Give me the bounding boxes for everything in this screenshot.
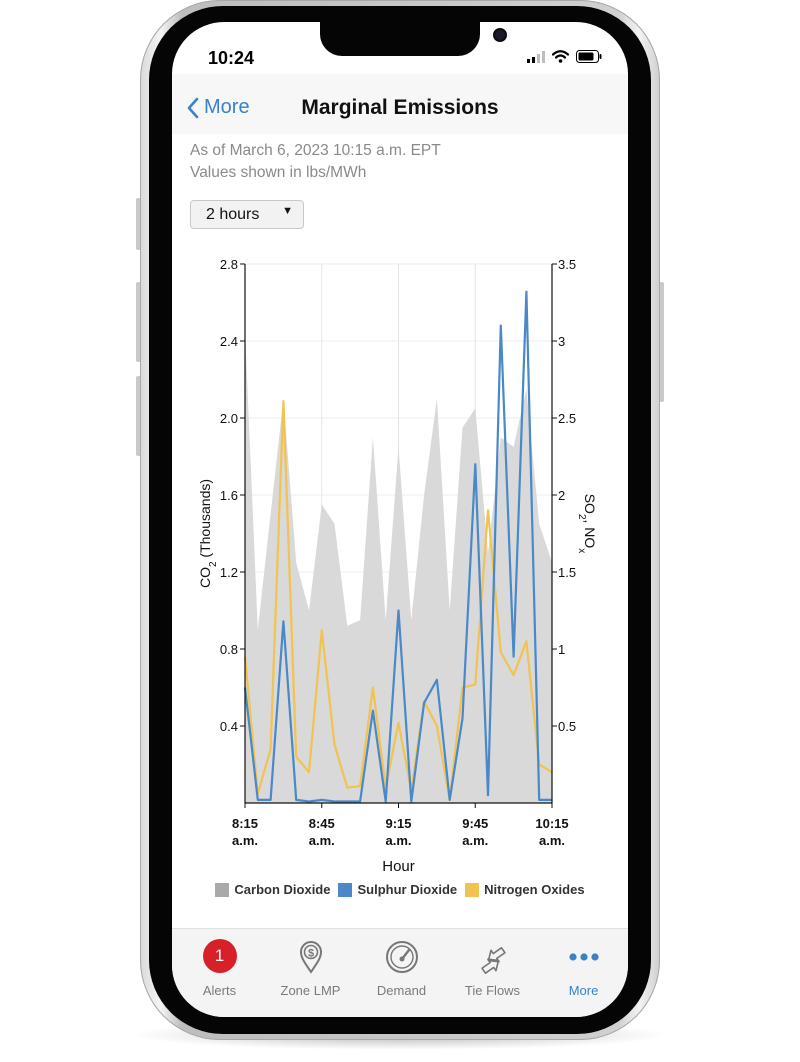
page-title: Marginal Emissions — [301, 96, 499, 119]
tab-label-zone-lmp: Zone LMP — [280, 983, 341, 998]
chart-legend: Carbon Dioxide Sulphur Dioxide Nitrogen … — [172, 882, 628, 897]
y-tick-label: 1.6 — [220, 488, 238, 503]
y2-tick-label: 2 — [558, 488, 565, 503]
units-text: Values shown in lbs/MWh — [190, 164, 367, 181]
as-of-text: As of March 6, 2023 10:15 a.m. EPT — [190, 142, 441, 159]
tab-tie-flows[interactable]: Tie Flows — [447, 929, 538, 1017]
tab-more[interactable]: More — [538, 929, 628, 1017]
y-tick-label: 2.8 — [220, 257, 238, 272]
mute-switch — [136, 198, 141, 250]
tab-bar: 1 Alerts $ Zone LMP Demand — [172, 928, 628, 1017]
volume-down-button — [136, 376, 141, 456]
y-tick-label: 1.2 — [220, 565, 238, 580]
y-tick-label: 2.4 — [220, 334, 238, 349]
status-icons — [527, 50, 602, 63]
tab-label-tie-flows: Tie Flows — [464, 983, 521, 998]
y-tick-label: 0.4 — [220, 719, 238, 734]
tab-demand[interactable]: Demand — [356, 929, 447, 1017]
x-tick-label: 10:15 — [535, 816, 568, 831]
y2-tick-label: 2.5 — [558, 411, 576, 426]
volume-up-button — [136, 282, 141, 362]
y-tick-label: 0.8 — [220, 642, 238, 657]
navigation-bar: More Marginal Emissions — [172, 74, 628, 134]
dollar-pin-icon: $ — [299, 941, 322, 974]
info-block: As of March 6, 2023 10:15 a.m. EPT Value… — [190, 140, 441, 184]
y-axis-label: CO2 (Thousands) — [197, 479, 219, 588]
tab-label-demand: Demand — [376, 983, 427, 998]
y-tick-label: 2.0 — [220, 411, 238, 426]
legend-swatch-sulphur-dioxide — [338, 882, 353, 897]
y2-tick-label: 1 — [558, 642, 565, 657]
tab-zone-lmp[interactable]: $ Zone LMP — [265, 929, 356, 1017]
alerts-badge: 1 — [202, 939, 237, 973]
tab-label-more: More — [568, 983, 599, 998]
x-tick-label: 8:45 — [309, 816, 335, 831]
x-tick-label: 9:45 — [462, 816, 488, 831]
legend-item-nitrogen-oxides[interactable]: Nitrogen Oxides — [465, 882, 585, 897]
y2-tick-label: 3.5 — [558, 257, 576, 272]
back-label: More — [204, 96, 250, 118]
back-button[interactable]: More — [186, 96, 250, 119]
legend-label-sulphur-dioxide: Sulphur Dioxide — [357, 882, 458, 897]
exchange-arrows-icon — [480, 947, 506, 974]
svg-text:$: $ — [307, 948, 313, 960]
x-tick-label: 8:15 — [232, 816, 258, 831]
so2-line-series — [243, 290, 552, 803]
y2-tick-label: 3 — [558, 334, 565, 349]
tab-label-alerts: Alerts — [202, 983, 237, 998]
phone-screen: 10:24 More Marginal Emissions As of Marc… — [172, 22, 628, 1017]
legend-label-nitrogen-oxides: Nitrogen Oxides — [484, 882, 585, 897]
legend-swatch-nitrogen-oxides — [465, 882, 480, 897]
emissions-chart: 2.8 2.4 2.0 1.6 1.2 0.8 0.4 3.5 3 2.5 2 1.5 1 0.5 8:15… — [197, 257, 599, 875]
time-range-value: 2 hours — [206, 206, 260, 223]
legend-swatch-carbon-dioxide — [215, 882, 230, 897]
signal-icon — [527, 50, 545, 63]
nox-line-series — [243, 400, 553, 801]
x-tick-label-period: a.m. — [232, 833, 258, 848]
x-axis-label: Hour — [382, 858, 415, 875]
more-dots-icon — [568, 953, 599, 961]
front-camera — [495, 30, 505, 40]
notch — [320, 22, 505, 56]
x-tick-label-period: a.m. — [309, 833, 335, 848]
legend-item-carbon-dioxide[interactable]: Carbon Dioxide — [215, 882, 330, 897]
tab-alerts[interactable]: 1 Alerts — [174, 929, 265, 1017]
y2-tick-label: 0.5 — [558, 719, 576, 734]
dropdown-arrow-icon: ▼ — [282, 205, 293, 217]
battery-icon — [576, 50, 602, 63]
y2-tick-label: 1.5 — [558, 565, 576, 580]
time-range-select[interactable]: 2 hours ▼ — [190, 200, 304, 229]
status-time: 10:24 — [208, 48, 255, 68]
x-tick-label: 9:15 — [385, 816, 411, 831]
chevron-left-icon — [187, 97, 199, 118]
x-tick-label-period: a.m. — [539, 833, 565, 848]
x-tick-label-period: a.m. — [462, 833, 488, 848]
legend-item-sulphur-dioxide[interactable]: Sulphur Dioxide — [338, 882, 457, 897]
wifi-icon — [552, 50, 569, 63]
y2-axis-label: SO2, NOx — [577, 494, 599, 554]
x-tick-label-period: a.m. — [385, 833, 411, 848]
power-button — [659, 282, 664, 402]
legend-label-carbon-dioxide: Carbon Dioxide — [234, 882, 331, 897]
gauge-icon — [385, 941, 418, 973]
